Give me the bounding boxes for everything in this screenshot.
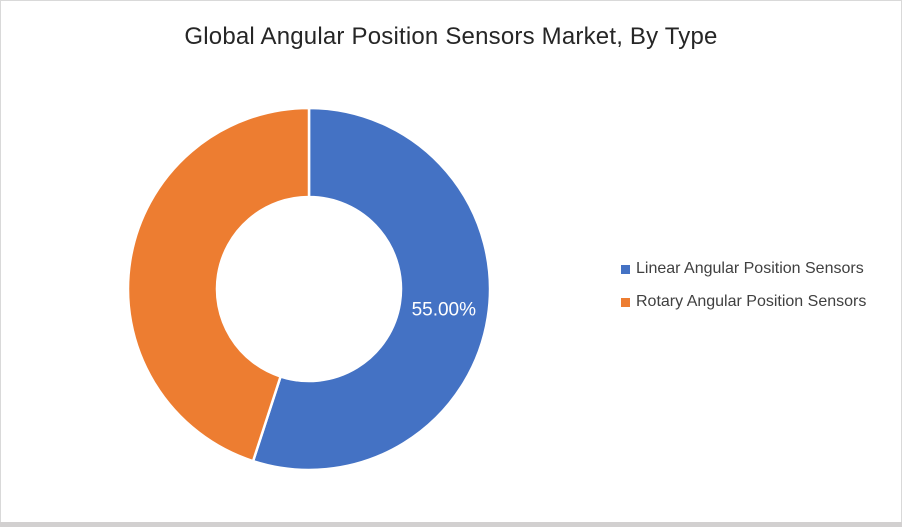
legend: Linear Angular Position Sensors Rotary An… [621,259,866,325]
legend-label: Linear Angular Position Sensors [636,260,864,277]
legend-item: Rotary Angular Position Sensors [621,292,866,312]
data-label: 55.00% [412,299,477,320]
chart-title: Global Angular Position Sensors Market, … [184,23,718,50]
window-edge [0,522,902,527]
donut-slice [251,106,492,472]
donut-slice [126,106,311,463]
legend-marker-icon [621,297,630,307]
legend-marker-icon [621,264,630,274]
legend-label: Rotary Angular Position Sensors [636,293,867,310]
legend-item: Linear Angular Position Sensors [621,259,866,279]
